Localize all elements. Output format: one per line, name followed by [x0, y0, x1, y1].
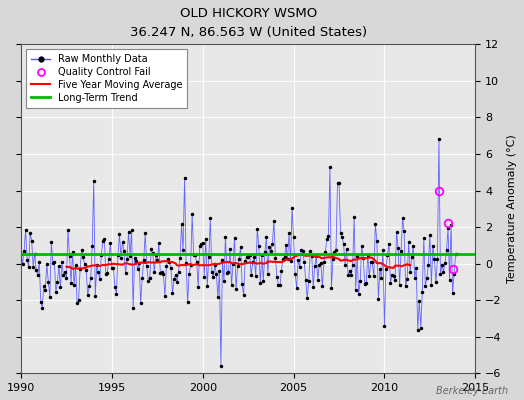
- Text: Berkeley Earth: Berkeley Earth: [436, 386, 508, 396]
- Title: OLD HICKORY WSMO
36.247 N, 86.563 W (United States): OLD HICKORY WSMO 36.247 N, 86.563 W (Uni…: [129, 7, 367, 39]
- Y-axis label: Temperature Anomaly (°C): Temperature Anomaly (°C): [507, 134, 517, 283]
- Legend: Raw Monthly Data, Quality Control Fail, Five Year Moving Average, Long-Term Tren: Raw Monthly Data, Quality Control Fail, …: [26, 49, 188, 108]
